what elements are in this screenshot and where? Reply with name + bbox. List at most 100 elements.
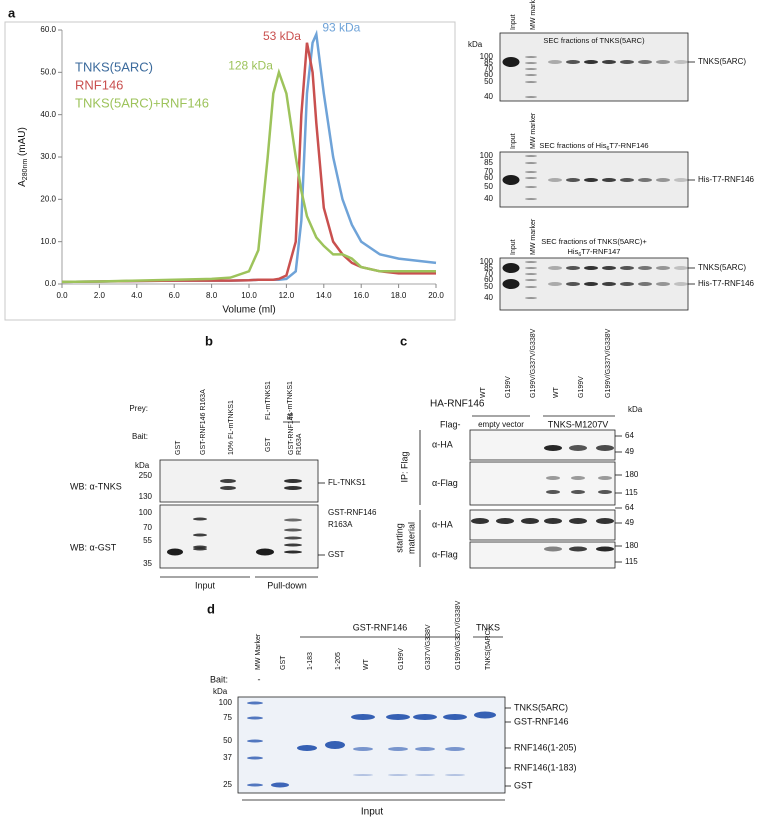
band xyxy=(502,263,520,273)
band xyxy=(525,171,537,173)
lane-label: Input xyxy=(510,239,517,255)
band xyxy=(638,282,652,286)
band xyxy=(674,60,688,64)
band xyxy=(548,266,562,270)
band xyxy=(602,178,616,182)
band xyxy=(525,186,537,188)
lane-label: GST-RNF146 R163A xyxy=(200,389,207,455)
label: R163A xyxy=(328,520,353,529)
band xyxy=(353,747,373,751)
band xyxy=(620,60,634,64)
lane-label: G199V/G337V/G338V xyxy=(530,328,537,398)
marker-label: 85 xyxy=(484,158,493,167)
x-tick-label: 2.0 xyxy=(94,291,106,300)
label: material xyxy=(406,522,416,554)
lane-label: WT xyxy=(480,386,487,398)
band xyxy=(247,783,263,787)
band xyxy=(325,741,345,749)
label: Input xyxy=(361,807,383,818)
label: kDa xyxy=(135,461,150,470)
band xyxy=(566,282,580,286)
band xyxy=(284,479,302,483)
legend-entry: TNKS(5ARC) xyxy=(75,59,153,74)
label-part: His xyxy=(568,247,579,256)
gel-caption: SEC fractions of TNKS(5ARC)+ xyxy=(541,237,647,246)
band xyxy=(284,536,302,540)
band xyxy=(569,445,587,451)
band xyxy=(596,518,614,524)
band xyxy=(656,178,670,182)
y-tick-label: 50.0 xyxy=(40,67,56,76)
band xyxy=(544,445,562,451)
label: kDa xyxy=(213,687,228,696)
x-tick-label: 10.0 xyxy=(241,291,257,300)
band xyxy=(193,547,207,551)
marker-label: 50 xyxy=(484,282,493,291)
y-tick-label: 10.0 xyxy=(40,237,56,246)
label: - xyxy=(258,674,261,684)
band xyxy=(525,74,537,76)
lane-label: WT xyxy=(553,386,560,398)
lane-label: MW marker xyxy=(530,0,537,30)
band xyxy=(247,716,263,720)
label: empty vector xyxy=(478,420,524,429)
band xyxy=(525,198,537,200)
band xyxy=(544,546,562,552)
band xyxy=(569,546,587,552)
label: FL-mTNKS1 xyxy=(265,381,272,420)
blot xyxy=(469,429,616,461)
marker-label: 180 xyxy=(625,470,639,479)
band xyxy=(584,178,598,182)
label: Pull-down xyxy=(267,580,307,590)
band xyxy=(584,60,598,64)
band xyxy=(351,714,375,720)
band xyxy=(569,518,587,524)
band xyxy=(674,282,688,286)
band xyxy=(620,266,634,270)
y-tick-label: 20.0 xyxy=(40,194,56,203)
marker-label: 85 xyxy=(484,58,493,67)
band xyxy=(284,550,302,554)
band xyxy=(247,739,263,743)
band xyxy=(413,714,437,720)
label-part: (mAU) xyxy=(17,127,28,159)
band xyxy=(546,490,560,494)
lane-label: G199V xyxy=(578,376,585,398)
blot xyxy=(159,504,319,569)
kda-label: kDa xyxy=(468,40,483,49)
label: R163A xyxy=(296,433,303,455)
band xyxy=(167,548,183,556)
label-part: 6 xyxy=(578,252,581,258)
band xyxy=(525,81,537,83)
band xyxy=(496,518,514,524)
marker-label: 100 xyxy=(480,52,494,61)
band xyxy=(445,774,465,776)
band xyxy=(474,711,496,719)
marker-label: 50 xyxy=(484,77,493,86)
band xyxy=(584,266,598,270)
band xyxy=(525,279,537,281)
label: GST xyxy=(328,550,345,559)
band xyxy=(284,543,302,547)
label: GST-RNF146 xyxy=(328,508,377,517)
blot xyxy=(469,541,616,569)
band xyxy=(502,279,520,289)
band xyxy=(596,546,614,552)
peak-label: 93 kDa xyxy=(322,20,360,34)
band xyxy=(638,60,652,64)
band xyxy=(415,747,435,751)
label: TNKS xyxy=(476,622,500,632)
marker-label: 60 xyxy=(484,275,493,284)
label: GST-RNF146 xyxy=(353,622,408,632)
label-part: T7-RNF147 xyxy=(581,247,620,256)
band xyxy=(220,486,236,490)
band xyxy=(571,490,585,494)
band xyxy=(620,282,634,286)
band xyxy=(284,528,302,532)
band xyxy=(502,175,520,185)
band xyxy=(525,297,537,299)
band xyxy=(256,548,274,556)
label: kDa xyxy=(628,405,643,414)
band xyxy=(525,267,537,269)
band xyxy=(284,486,302,490)
